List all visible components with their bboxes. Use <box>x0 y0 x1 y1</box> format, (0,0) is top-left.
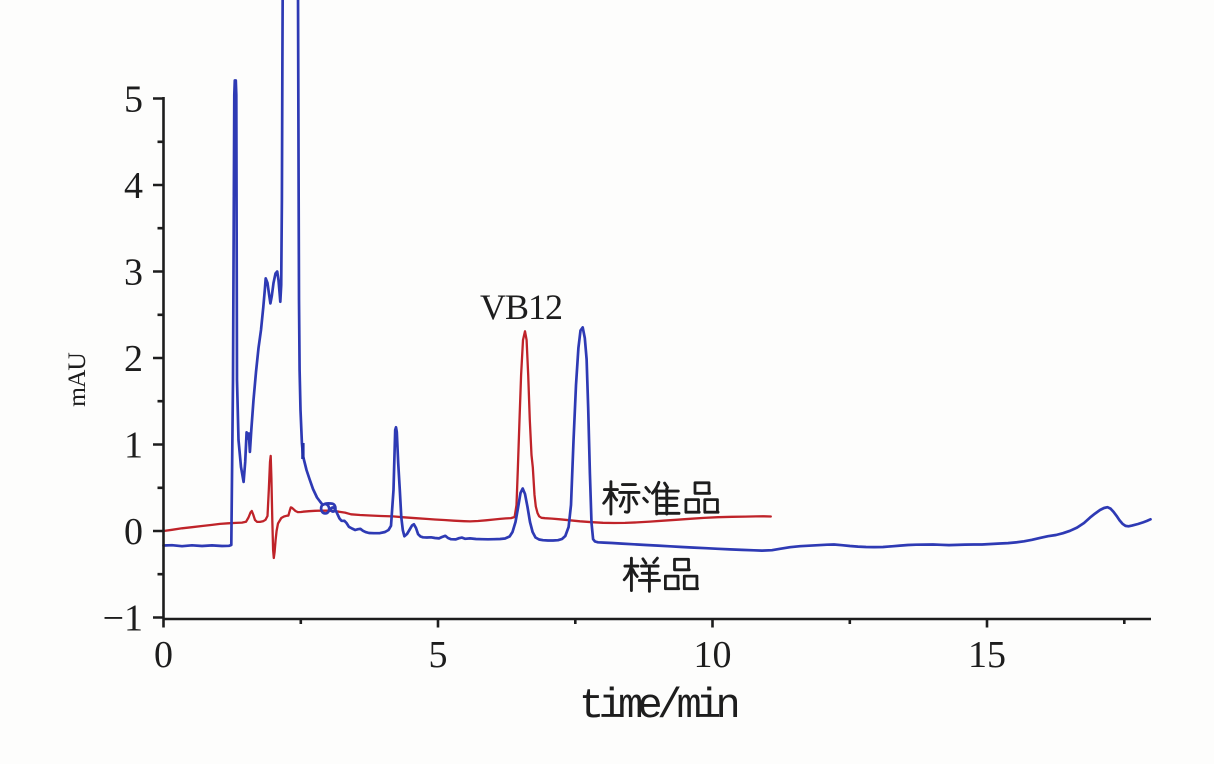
svg-text:time/min: time/min <box>579 682 738 730</box>
svg-text:0: 0 <box>154 634 173 676</box>
svg-text:1: 1 <box>124 425 143 467</box>
svg-text:VB12: VB12 <box>480 287 562 327</box>
svg-text:3: 3 <box>124 252 143 294</box>
svg-text:10: 10 <box>694 634 732 676</box>
svg-text:−1: −1 <box>103 598 143 640</box>
svg-text:4: 4 <box>124 165 143 207</box>
svg-text:5: 5 <box>429 634 448 676</box>
svg-text:15: 15 <box>968 634 1006 676</box>
svg-text:5: 5 <box>124 79 143 121</box>
svg-text:mAU: mAU <box>62 353 91 407</box>
svg-text:0: 0 <box>124 511 143 553</box>
svg-text:2: 2 <box>124 338 143 380</box>
